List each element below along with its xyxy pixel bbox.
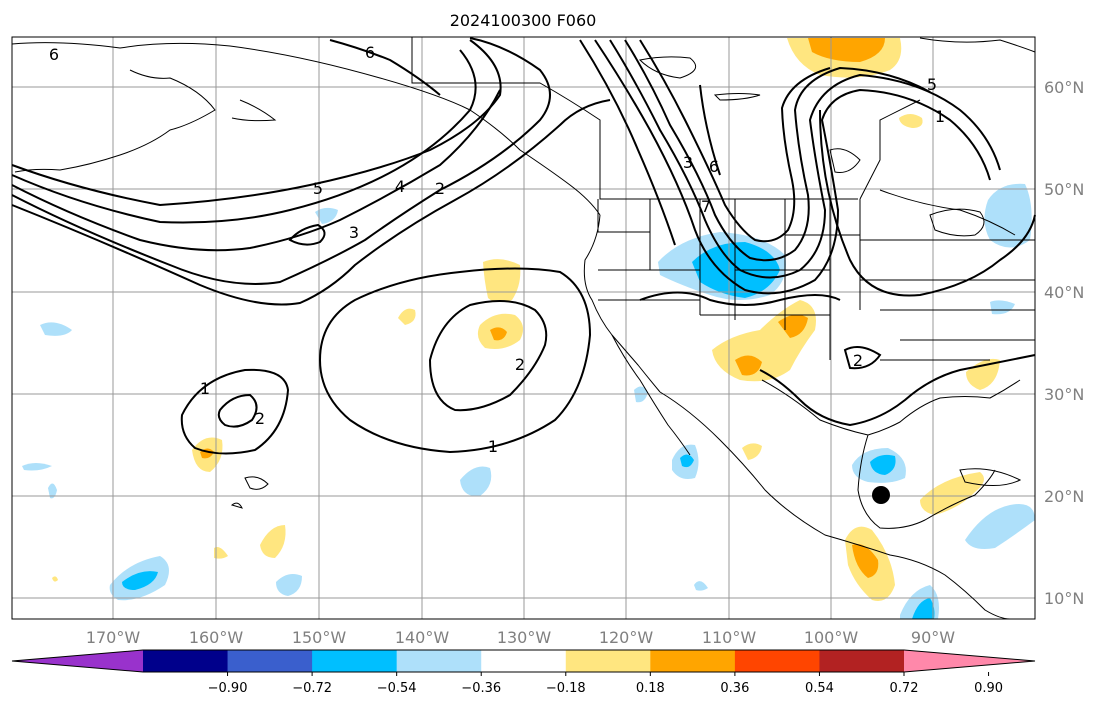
colorbar-tick-label: 0.90: [974, 681, 1003, 696]
contour-label: 5: [927, 75, 937, 94]
contour-label: 2: [853, 351, 863, 370]
pos-anomaly-area: [260, 525, 286, 558]
colorbar-tick-label: −0.72: [292, 681, 332, 696]
contour-label: 2: [515, 355, 525, 374]
pos-anomaly-core: [735, 355, 762, 376]
pos-anomaly-area: [52, 576, 58, 582]
contour-label: 4: [395, 177, 405, 196]
contour-label: 6: [709, 157, 719, 176]
lon-label: 130°W: [497, 628, 552, 647]
colorbar-segment: [819, 650, 905, 672]
contour-label: 5: [313, 179, 323, 198]
contours: [11, 37, 1036, 455]
pos-anomaly-area: [742, 443, 762, 460]
colorbar-segment: [396, 650, 482, 672]
latitude-labels: 60°N 50°N 40°N 30°N 20°N 10°N: [1044, 78, 1084, 608]
colorbar-segment: [481, 650, 567, 672]
map-border: [11, 36, 1036, 620]
contour-label: 7: [701, 197, 711, 216]
neg-anomaly-core: [870, 454, 896, 475]
lat-label: 40°N: [1044, 283, 1084, 302]
neg-anomaly-core: [122, 571, 158, 590]
lon-label: 140°W: [395, 628, 450, 647]
lon-label: 160°W: [189, 628, 244, 647]
contour-label: 1: [488, 437, 498, 456]
contour-label: 1: [935, 107, 945, 126]
neg-anomaly-area: [22, 463, 52, 471]
pos-anomaly-area: [398, 308, 416, 325]
storm-position-marker: [872, 486, 890, 504]
neg-anomaly-area: [984, 183, 1032, 248]
contour-label: 6: [49, 45, 59, 64]
colorbar-tick-label: −0.54: [377, 681, 417, 696]
neg-anomaly-area: [48, 483, 57, 499]
lat-label: 20°N: [1044, 487, 1084, 506]
contour-labels: 6 6 5 4 3 2 2 1 2 1 1 2 3 6 7 5: [49, 43, 945, 456]
anomaly-shading: [22, 38, 1035, 619]
neg-anomaly-area: [990, 300, 1015, 315]
colorbar-tick-label: −0.36: [461, 681, 501, 696]
colorbar-segment: [312, 650, 398, 672]
lon-label: 100°W: [804, 628, 859, 647]
pos-anomaly-area: [899, 114, 923, 128]
colorbar-tick-label: 0.36: [720, 681, 749, 696]
colorbar-outline: [11, 649, 1036, 673]
neg-anomaly-core: [680, 454, 694, 468]
colorbar-segment: [143, 650, 229, 672]
longitude-labels: 170°W 160°W 150°W 140°W 130°W 120°W 110°…: [86, 628, 955, 647]
neg-anomaly-area: [315, 207, 338, 224]
coastlines: [11, 37, 1036, 620]
lon-label: 170°W: [86, 628, 141, 647]
neg-anomaly-core: [912, 598, 935, 619]
contour-label: 3: [683, 153, 693, 172]
pos-anomaly-area: [214, 547, 228, 559]
colorbar-tick-label: 0.18: [636, 681, 665, 696]
colorbar-segment: [650, 650, 736, 672]
contour-label: 2: [435, 179, 445, 198]
lon-label: 150°W: [292, 628, 347, 647]
neg-anomaly-area: [40, 322, 72, 336]
colorbar-tick-label: −0.18: [546, 681, 586, 696]
lat-label: 60°N: [1044, 78, 1084, 97]
contour-label: 2: [255, 409, 265, 428]
colorbar-segment: [565, 650, 651, 672]
lat-label: 30°N: [1044, 385, 1084, 404]
colorbar-tick-label: 0.54: [805, 681, 834, 696]
pos-anomaly-core: [852, 544, 879, 578]
pos-anomaly-core: [808, 38, 885, 62]
map-title: 2024100300 F060: [450, 11, 597, 30]
lon-label: 120°W: [599, 628, 654, 647]
pos-anomaly-core: [490, 327, 507, 341]
neg-anomaly-area: [276, 574, 302, 596]
colorbar-extend-max: [904, 650, 1035, 672]
lon-label: 110°W: [702, 628, 757, 647]
colorbar-extend-min: [12, 650, 143, 672]
neg-anomaly-area: [460, 466, 492, 497]
neg-anomaly-area: [965, 504, 1035, 549]
contour-label: 1: [200, 379, 210, 398]
colorbar-segment: [734, 650, 820, 672]
contour-label: 3: [349, 223, 359, 242]
lat-label: 50°N: [1044, 180, 1084, 199]
lon-label: 90°W: [911, 628, 955, 647]
contour-label: 6: [365, 43, 375, 62]
colorbar: −0.90 −0.72 −0.54 −0.36 −0.18 0.18 0.36 0.54 0.7…: [11, 649, 1036, 696]
colorbar-segment: [227, 650, 313, 672]
lat-label: 10°N: [1044, 589, 1084, 608]
colorbar-tick-label: 0.72: [890, 681, 919, 696]
colorbar-tick-label: −0.90: [208, 681, 248, 696]
neg-anomaly-area: [694, 581, 708, 591]
